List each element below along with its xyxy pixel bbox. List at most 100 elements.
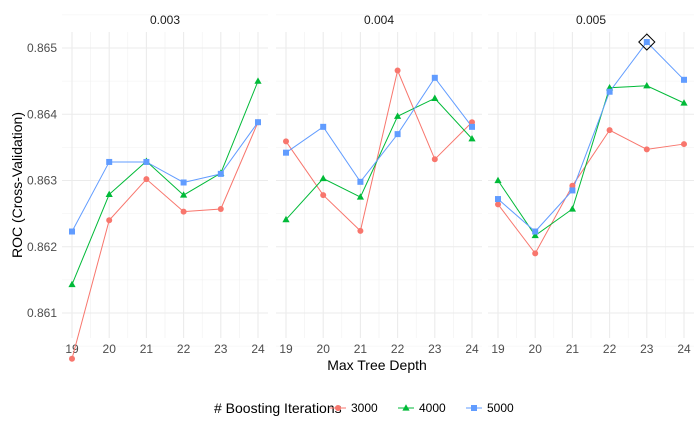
data-point-5000 [320, 123, 327, 130]
series-line-4000 [285, 97, 473, 220]
data-point-4000 [494, 176, 502, 184]
data-point-4000 [105, 190, 113, 198]
data-point-3000 [681, 141, 687, 148]
facet-panel-0.003: 19 20 21 22 23 24 0.003 [62, 13, 268, 362]
data-point-4000 [254, 77, 262, 84]
data-point-3000 [469, 119, 475, 126]
series-line-5000 [285, 76, 473, 183]
data-point-4000 [680, 99, 688, 106]
series-line-4000 [71, 80, 259, 285]
y-tick-label: 0.862 [27, 240, 57, 254]
data-point-5000 [357, 178, 364, 185]
legend-item-5000: 5000 [466, 401, 514, 415]
legend-label: 3000 [351, 401, 378, 415]
data-point-3000 [180, 208, 187, 215]
y-tick-label: 0.863 [27, 174, 57, 188]
data-point-5000 [180, 179, 187, 186]
y-axis-title: ROC (Cross-Validation) [9, 112, 25, 258]
data-point-3000 [143, 176, 150, 183]
data-point-5000 [69, 228, 75, 235]
x-tick-label: 24 [465, 342, 479, 356]
legend-label: 4000 [419, 401, 446, 415]
legend-title: # Boosting Iterations [214, 400, 342, 416]
data-point-5000 [532, 228, 539, 235]
data-point-4000 [468, 134, 476, 142]
data-point-4000 [180, 191, 188, 198]
x-tick-label: 20 [529, 342, 543, 356]
data-point-4000 [68, 280, 76, 288]
legend-item-4000: 4000 [398, 401, 446, 415]
data-point-4000 [531, 231, 539, 239]
data-point-5000 [643, 39, 650, 46]
x-tick-label: 24 [677, 342, 691, 356]
legend-key-marker [402, 404, 410, 411]
series-line-3000 [71, 122, 259, 359]
x-tick-label: 23 [640, 342, 654, 356]
data-point-3000 [532, 250, 539, 257]
x-tick-label: 19 [65, 342, 79, 356]
data-point-3000 [431, 156, 438, 163]
facet-strip-label: 0.004 [364, 13, 394, 27]
data-point-3000 [606, 127, 613, 134]
data-point-5000 [394, 131, 401, 138]
series-line-5000 [71, 121, 259, 232]
legend-item-3000: 3000 [330, 401, 378, 415]
x-tick-label: 21 [354, 342, 368, 356]
data-point-3000 [283, 138, 289, 145]
data-point-3000 [569, 182, 576, 189]
x-axis-title: Max Tree Depth [327, 357, 427, 373]
y-tick-label: 0.864 [27, 107, 57, 121]
data-point-4000 [431, 94, 439, 101]
facet-strip-label: 0.005 [576, 13, 606, 27]
legend-key-marker [335, 405, 341, 411]
data-point-5000 [283, 149, 289, 156]
data-point-3000 [217, 205, 224, 212]
series-line-3000 [497, 129, 685, 255]
x-tick-label: 21 [140, 342, 154, 356]
data-point-4000 [282, 215, 290, 223]
facet-strip-label: 0.003 [150, 13, 180, 27]
x-tick-label: 22 [177, 342, 191, 356]
data-point-5000 [606, 88, 613, 95]
data-point-5000 [106, 158, 113, 165]
x-tick-label: 20 [103, 342, 117, 356]
data-point-3000 [394, 67, 401, 74]
x-tick-label: 19 [279, 342, 293, 356]
x-tick-label: 19 [491, 342, 505, 356]
data-point-5000 [217, 170, 224, 177]
legend-label: 5000 [487, 401, 514, 415]
x-tick-label: 23 [214, 342, 228, 356]
x-tick-label: 23 [428, 342, 442, 356]
x-tick-label: 24 [251, 342, 265, 356]
data-point-3000 [357, 227, 364, 234]
data-point-4000 [394, 112, 402, 119]
data-point-3000 [320, 192, 327, 199]
data-point-4000 [319, 174, 327, 182]
x-tick-label: 21 [566, 342, 580, 356]
data-point-3000 [106, 217, 113, 224]
data-point-4000 [568, 205, 576, 212]
data-point-5000 [143, 158, 150, 165]
data-point-5000 [469, 123, 475, 130]
x-tick-label: 22 [603, 342, 617, 356]
y-tick-label: 0.861 [27, 306, 57, 320]
legend-key-marker [471, 405, 477, 411]
legend: # Boosting Iterations 3000 4000 5000 [214, 400, 514, 416]
data-point-5000 [431, 74, 438, 81]
data-point-4000 [356, 193, 364, 200]
x-tick-label: 22 [391, 342, 405, 356]
data-point-5000 [569, 187, 576, 194]
series-line-3000 [285, 68, 473, 232]
data-point-3000 [643, 146, 650, 153]
data-point-3000 [69, 355, 75, 362]
data-point-5000 [495, 196, 501, 203]
data-point-5000 [681, 76, 687, 83]
facet-panel-0.004: 19 20 21 22 23 24 0.004 [276, 13, 482, 356]
data-point-5000 [255, 119, 261, 126]
x-tick-label: 20 [317, 342, 331, 356]
data-point-3000 [495, 201, 501, 208]
data-point-4000 [643, 81, 651, 89]
y-tick-label: 0.865 [27, 41, 57, 55]
series-line-5000 [497, 41, 685, 233]
